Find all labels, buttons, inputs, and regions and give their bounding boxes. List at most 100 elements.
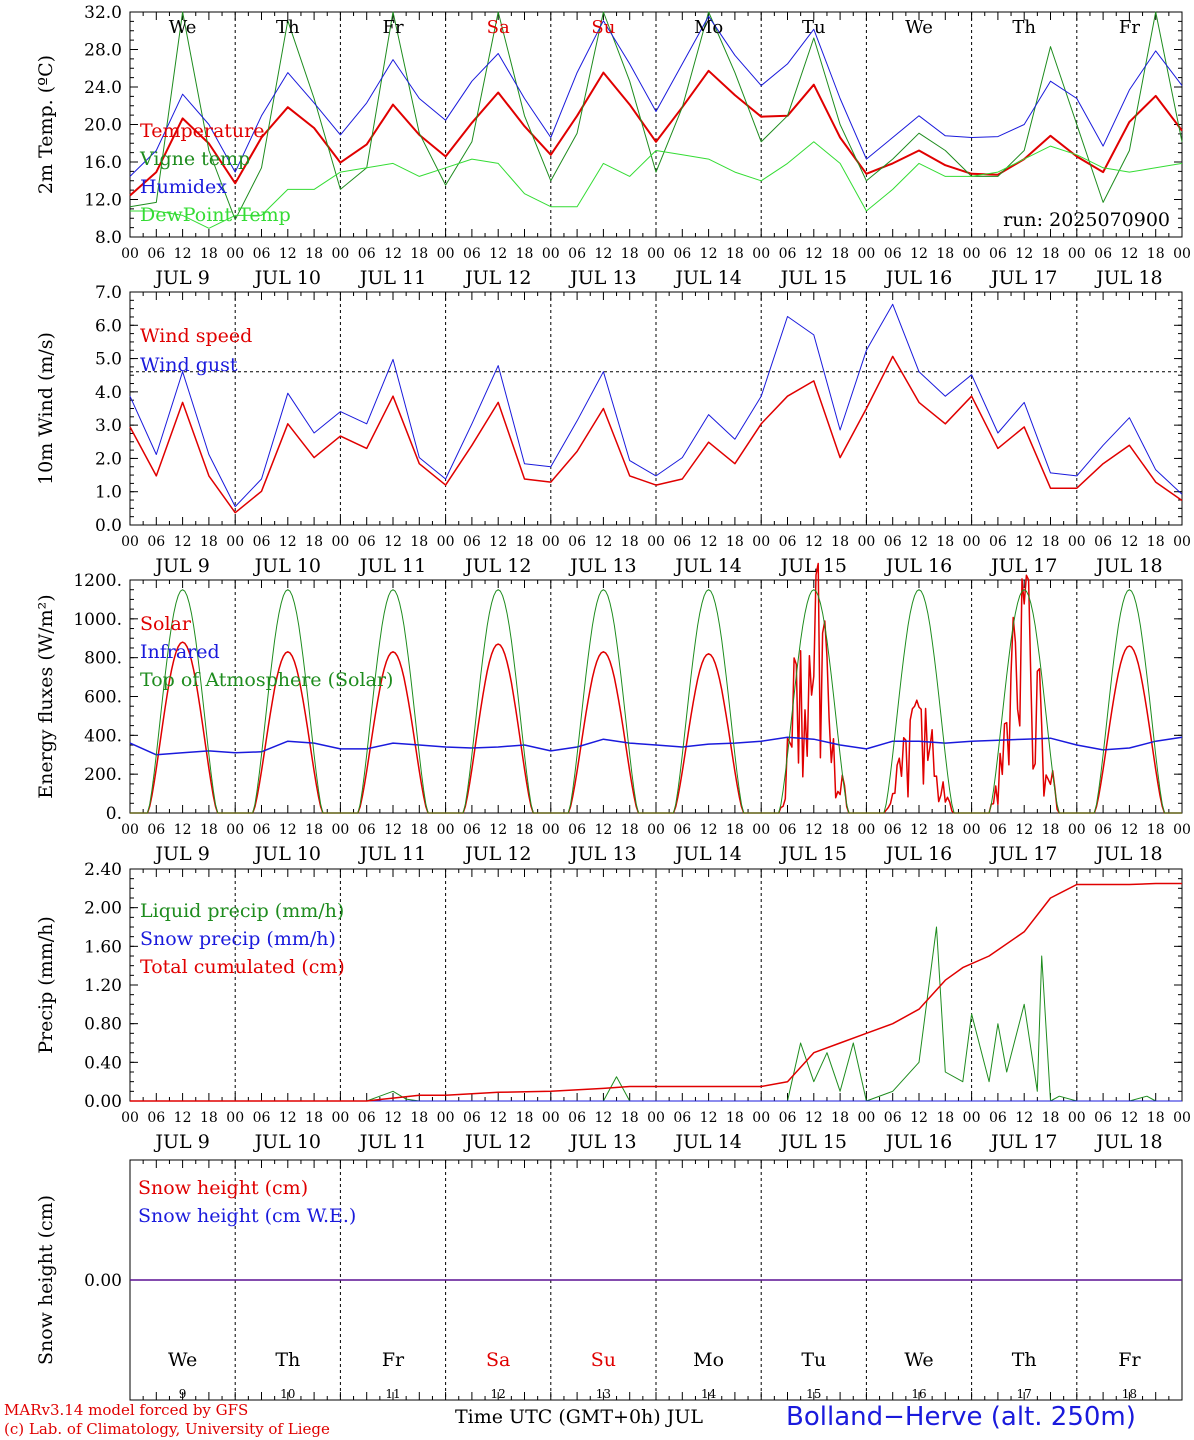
- date-label: JUL 14: [673, 555, 741, 577]
- day-of-week-label: Sa: [487, 17, 510, 38]
- bottom-day-of-week: We: [904, 1349, 933, 1371]
- legend-entry: Liquid precip (mm/h): [140, 900, 344, 922]
- date-label: JUL 15: [779, 843, 847, 865]
- hour-tick-label: 06: [673, 246, 691, 262]
- hour-tick-label: 00: [1173, 534, 1191, 550]
- bottom-day-of-week: Mo: [693, 1349, 724, 1371]
- hour-tick-label: 06: [673, 822, 691, 838]
- day-of-week-label: Th: [276, 17, 300, 38]
- hour-tick-label: 18: [200, 534, 218, 550]
- model-credit: MARv3.14 model forced by GFS: [4, 1401, 249, 1419]
- y-tick-label: 400.: [84, 726, 122, 746]
- day-of-week-label: Fr: [382, 17, 403, 38]
- bottom-date-number: 13: [596, 1387, 611, 1401]
- y-tick-label: 12.0: [84, 191, 122, 211]
- bottom-day-of-week: Tu: [801, 1349, 826, 1371]
- legend-entry: Total cumulated (cm): [140, 956, 345, 978]
- y-tick-label: 800.: [84, 649, 122, 669]
- hour-tick-label: 18: [516, 822, 534, 838]
- x-axis-title: Time UTC (GMT+0h) JUL: [455, 1406, 703, 1428]
- hour-tick-label: 18: [410, 1110, 428, 1126]
- snow-panel: [129, 1159, 1183, 1401]
- date-label: JUL 17: [989, 555, 1057, 577]
- hour-tick-label: 18: [410, 246, 428, 262]
- hour-tick-label: 18: [305, 822, 323, 838]
- energy-panel: [129, 562, 1183, 814]
- hour-tick-label: 06: [253, 822, 271, 838]
- hour-tick-label: 18: [200, 1110, 218, 1126]
- series-line: [129, 736, 1183, 756]
- date-label: JUL 15: [779, 267, 847, 289]
- date-label: JUL 11: [358, 555, 426, 577]
- y-tick-label: 1200.: [73, 571, 122, 591]
- hour-tick-label: 06: [989, 534, 1007, 550]
- hour-tick-label: 00: [542, 534, 560, 550]
- date-label: JUL 9: [153, 555, 209, 577]
- hour-tick-label: 12: [279, 534, 297, 550]
- bottom-day-of-week: We: [168, 1349, 197, 1371]
- date-label: JUL 12: [463, 555, 531, 577]
- series-line: [130, 141, 1183, 229]
- hour-tick-label: 00: [331, 822, 349, 838]
- date-label: JUL 13: [568, 843, 636, 865]
- hour-tick-label: 18: [1042, 534, 1060, 550]
- hour-tick-label: 12: [1015, 822, 1033, 838]
- hour-tick-label: 12: [594, 534, 612, 550]
- hour-tick-label: 18: [726, 534, 744, 550]
- hour-tick-label: 06: [147, 246, 165, 262]
- hour-tick-label: 00: [121, 1110, 139, 1126]
- y-tick-label: 4.0: [95, 383, 122, 403]
- hour-tick-label: 00: [437, 246, 455, 262]
- hour-tick-label: 00: [647, 1110, 665, 1126]
- lab-credit: (c) Lab. of Climatology, University of L…: [4, 1420, 330, 1438]
- y-tick-label: 0.: [106, 804, 122, 824]
- hour-tick-label: 18: [831, 534, 849, 550]
- hour-tick-label: 18: [1147, 1110, 1165, 1126]
- bottom-date-number: 17: [1017, 1387, 1032, 1401]
- hour-tick-label: 06: [253, 534, 271, 550]
- hour-tick-label: 12: [174, 822, 192, 838]
- date-label: JUL 14: [673, 267, 741, 289]
- hour-tick-label: 06: [463, 1110, 481, 1126]
- hour-tick-label: 18: [621, 1110, 639, 1126]
- hour-tick-label: 12: [174, 246, 192, 262]
- date-label: JUL 16: [884, 555, 952, 577]
- hour-tick-label: 12: [910, 534, 928, 550]
- bottom-date-number: 10: [280, 1387, 295, 1401]
- hour-tick-label: 18: [200, 246, 218, 262]
- day-of-week-label: We: [169, 17, 197, 38]
- hour-tick-label: 00: [331, 1110, 349, 1126]
- snow-y-axis-label: Snow height (cm): [35, 1195, 57, 1365]
- day-of-week-label: Th: [1012, 17, 1036, 38]
- bottom-date-number: 18: [1122, 1387, 1137, 1401]
- hour-tick-label: 12: [1015, 246, 1033, 262]
- hour-tick-label: 00: [1173, 1110, 1191, 1126]
- hour-tick-label: 18: [410, 534, 428, 550]
- hour-tick-label: 00: [226, 1110, 244, 1126]
- hour-tick-label: 06: [779, 822, 797, 838]
- hour-tick-label: 00: [1173, 246, 1191, 262]
- hour-tick-label: 18: [726, 1110, 744, 1126]
- hour-tick-label: 06: [884, 246, 902, 262]
- date-label: JUL 12: [463, 1131, 531, 1153]
- date-label: JUL 12: [463, 267, 531, 289]
- legend-entry: Humidex: [140, 176, 227, 198]
- hour-tick-label: 18: [305, 534, 323, 550]
- hour-tick-label: 18: [936, 1110, 954, 1126]
- y-tick-label: 32.0: [84, 3, 122, 23]
- hour-tick-label: 00: [226, 822, 244, 838]
- hour-tick-label: 18: [1042, 822, 1060, 838]
- hour-tick-label: 06: [358, 1110, 376, 1126]
- bottom-day-of-week: Sa: [486, 1349, 510, 1371]
- hour-tick-label: 00: [963, 1110, 981, 1126]
- hour-tick-label: 12: [910, 246, 928, 262]
- y-tick-label: 0.80: [84, 1015, 122, 1035]
- legend-entry: Wind gust: [140, 354, 238, 376]
- bottom-date-number: 16: [911, 1387, 926, 1401]
- date-label: JUL 10: [253, 267, 321, 289]
- y-tick-label: 3.0: [95, 416, 122, 436]
- legend-entry: Snow precip (mm/h): [140, 928, 336, 950]
- hour-tick-label: 18: [621, 822, 639, 838]
- hour-tick-label: 06: [463, 246, 481, 262]
- hour-tick-label: 12: [700, 822, 718, 838]
